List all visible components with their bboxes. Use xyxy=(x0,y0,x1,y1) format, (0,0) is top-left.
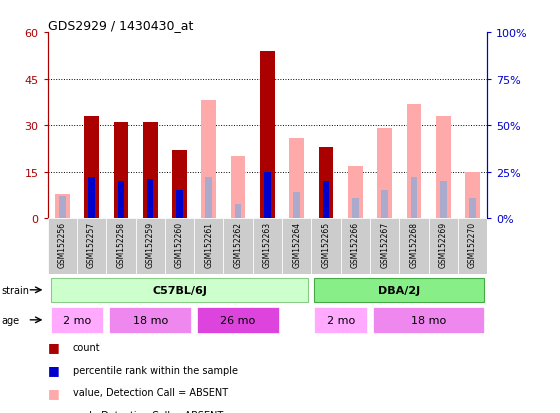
Text: GSM152261: GSM152261 xyxy=(204,222,213,268)
Bar xyxy=(440,182,446,219)
Text: 26 mo: 26 mo xyxy=(221,315,256,325)
FancyBboxPatch shape xyxy=(197,307,279,333)
Text: ■: ■ xyxy=(48,408,59,413)
Text: GSM152266: GSM152266 xyxy=(351,222,360,268)
Bar xyxy=(436,116,451,219)
FancyBboxPatch shape xyxy=(109,307,191,333)
Bar xyxy=(84,116,99,219)
Text: GSM152257: GSM152257 xyxy=(87,222,96,268)
Text: 2 mo: 2 mo xyxy=(63,315,91,325)
Text: strain: strain xyxy=(1,285,29,295)
Text: GSM152256: GSM152256 xyxy=(58,222,67,268)
Text: GSM152263: GSM152263 xyxy=(263,222,272,268)
Bar xyxy=(231,157,245,219)
Bar xyxy=(260,52,275,219)
Text: GSM152264: GSM152264 xyxy=(292,222,301,268)
Text: value, Detection Call = ABSENT: value, Detection Call = ABSENT xyxy=(73,387,228,397)
Bar xyxy=(465,173,480,219)
Bar xyxy=(88,178,95,219)
Bar xyxy=(282,219,311,275)
Bar xyxy=(106,219,136,275)
Text: GSM152260: GSM152260 xyxy=(175,222,184,268)
Text: percentile rank within the sample: percentile rank within the sample xyxy=(73,365,238,375)
Text: GSM152267: GSM152267 xyxy=(380,222,389,268)
Bar xyxy=(118,182,124,219)
Bar xyxy=(458,219,487,275)
Text: GSM152270: GSM152270 xyxy=(468,222,477,268)
Bar xyxy=(147,180,153,219)
Bar xyxy=(194,219,223,275)
Bar xyxy=(235,204,241,219)
Bar xyxy=(143,123,157,219)
Text: GSM152262: GSM152262 xyxy=(234,222,242,268)
Bar xyxy=(407,104,421,219)
Bar xyxy=(202,101,216,219)
Bar xyxy=(290,138,304,219)
Bar xyxy=(48,219,77,275)
Text: 18 mo: 18 mo xyxy=(411,315,446,325)
Text: GSM152258: GSM152258 xyxy=(116,222,125,268)
Bar xyxy=(59,197,66,219)
Bar xyxy=(381,191,388,219)
Text: GSM152269: GSM152269 xyxy=(438,222,448,268)
Bar xyxy=(293,193,300,219)
Bar xyxy=(206,178,212,219)
Text: ■: ■ xyxy=(48,386,59,399)
Bar xyxy=(469,199,476,219)
Bar xyxy=(172,151,187,219)
Text: GSM152265: GSM152265 xyxy=(321,222,330,268)
Bar xyxy=(370,219,399,275)
FancyBboxPatch shape xyxy=(373,307,484,333)
Bar xyxy=(165,219,194,275)
FancyBboxPatch shape xyxy=(314,307,367,333)
Text: C57BL/6J: C57BL/6J xyxy=(152,285,207,295)
Text: ■: ■ xyxy=(48,340,59,354)
Bar xyxy=(77,219,106,275)
Bar xyxy=(428,219,458,275)
Bar xyxy=(176,191,183,219)
Text: GSM152259: GSM152259 xyxy=(146,222,155,268)
Bar xyxy=(399,219,428,275)
Bar xyxy=(136,219,165,275)
Text: rank, Detection Call = ABSENT: rank, Detection Call = ABSENT xyxy=(73,410,223,413)
Bar xyxy=(348,166,363,219)
Text: DBA/2J: DBA/2J xyxy=(378,285,421,295)
Bar xyxy=(323,182,329,219)
Bar xyxy=(352,199,358,219)
FancyBboxPatch shape xyxy=(314,278,484,302)
Bar xyxy=(340,219,370,275)
Text: count: count xyxy=(73,342,100,352)
Text: 2 mo: 2 mo xyxy=(326,315,355,325)
FancyBboxPatch shape xyxy=(50,307,103,333)
Bar xyxy=(410,178,417,219)
Bar xyxy=(311,219,340,275)
Bar xyxy=(253,219,282,275)
Text: ■: ■ xyxy=(48,363,59,376)
Text: GDS2929 / 1430430_at: GDS2929 / 1430430_at xyxy=(48,19,193,31)
Bar xyxy=(377,129,392,219)
FancyBboxPatch shape xyxy=(50,278,309,302)
Bar xyxy=(223,219,253,275)
Bar xyxy=(264,173,270,219)
Bar xyxy=(114,123,128,219)
Bar xyxy=(55,194,69,219)
Text: age: age xyxy=(1,315,19,325)
Text: GSM152268: GSM152268 xyxy=(409,222,418,268)
Text: 18 mo: 18 mo xyxy=(133,315,168,325)
Bar xyxy=(319,148,333,219)
